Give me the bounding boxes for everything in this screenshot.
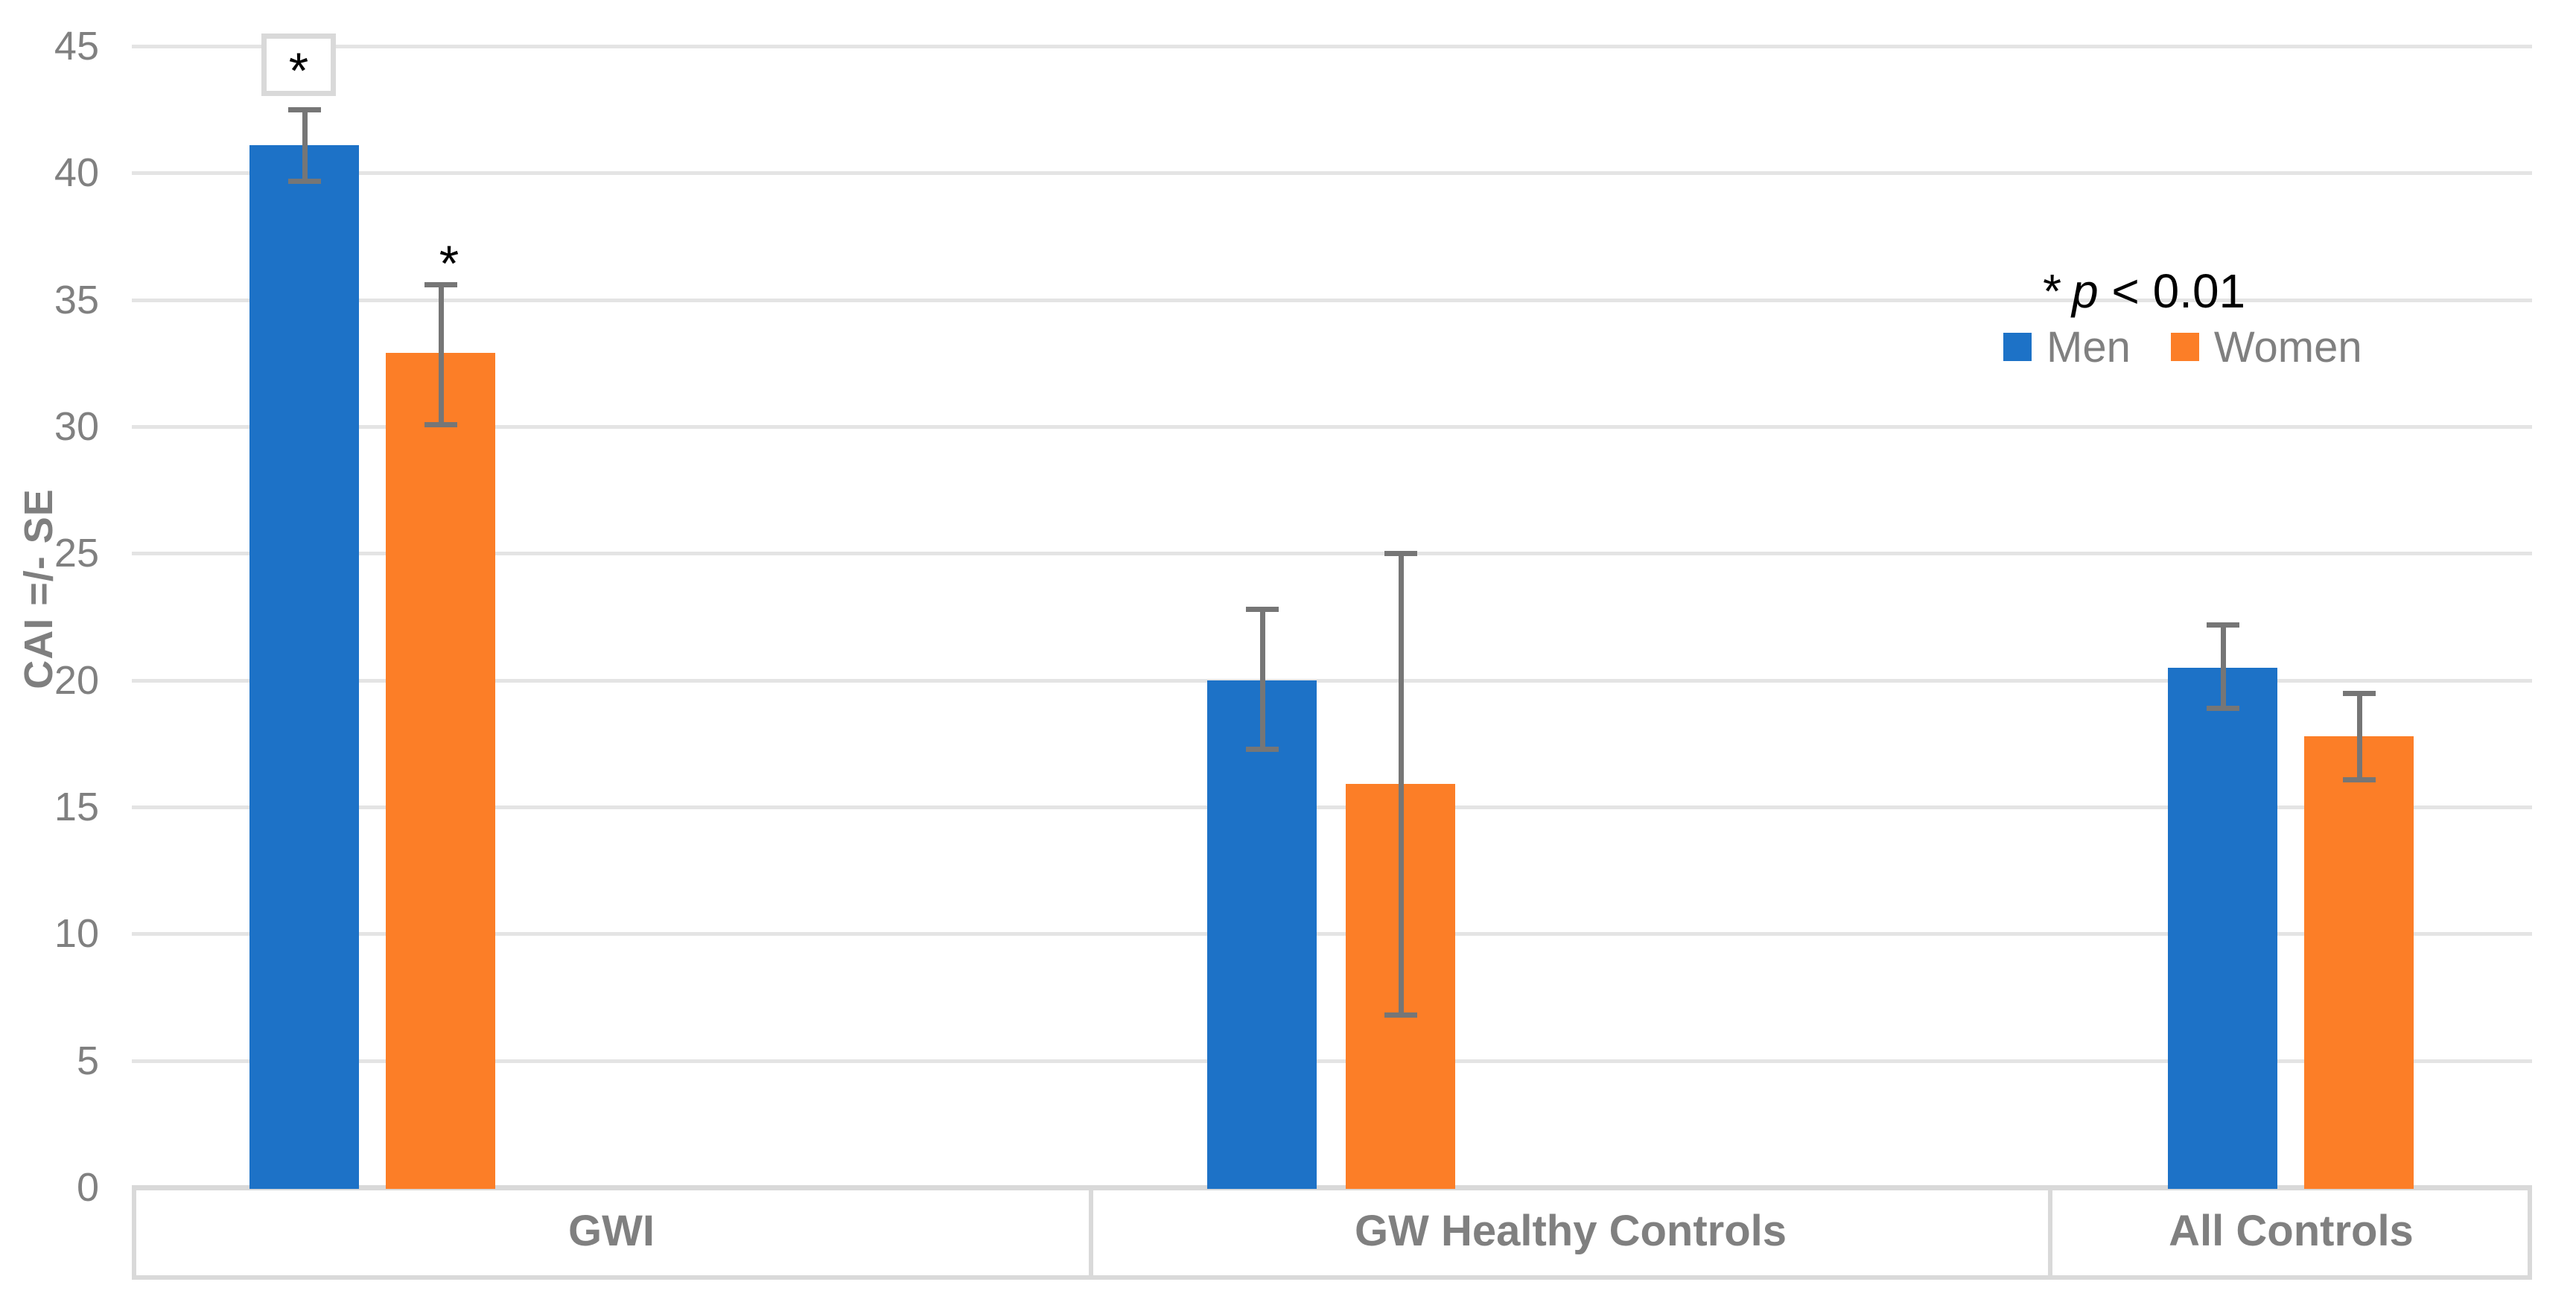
category-axis-band [132,1187,2532,1280]
legend-item-men: Men [2003,322,2131,372]
y-tick-label: 10 [54,911,99,956]
category-label-gwi: GWI [568,1207,655,1255]
men-series-swatch [2003,333,2032,361]
bar-men-all-controls [2168,668,2277,1189]
error-bar-cap [424,282,457,287]
significance-star: * [2043,264,2062,318]
error-bar-cap [2207,706,2239,711]
error-bar-cap [1384,1012,1417,1018]
error-bar-cap [2207,622,2239,628]
error-bar-cap [2343,691,2376,696]
y-tick-label: 5 [76,1039,99,1083]
category-divider [1089,1187,1093,1280]
y-tick-label: 0 [76,1165,99,1210]
significance-note: * p < 0.01 [1990,208,2245,374]
y-gridline [132,1059,2532,1063]
error-bar-line [2221,625,2226,708]
y-tick-label: 40 [54,150,99,195]
significance-variable: p [2072,264,2099,318]
error-bar-cap [288,179,321,184]
y-tick-label: 35 [54,278,99,322]
y-tick-label: 25 [54,531,99,575]
error-bar-cap [424,422,457,427]
legend: Men Women [2003,322,2362,372]
significance-asterisk: * [439,235,459,292]
error-bar-cap [1246,607,1279,612]
error-bar-line [2357,693,2362,779]
significance-box [261,34,336,96]
bar-men-gw-healthy-controls [1207,680,1317,1189]
error-bar-line [1260,609,1265,749]
legend-item-women: Women [2170,322,2362,372]
y-tick-label: 20 [54,658,99,703]
y-gridline [132,171,2532,175]
error-bar-cap [1246,747,1279,752]
legend-label-women: Women [2213,322,2362,371]
significance-asterisk: * [288,42,309,99]
y-tick-label: 15 [54,785,99,829]
x-axis-line [132,1185,2532,1190]
error-bar-line [302,109,308,181]
bar-women-gwi [386,353,495,1189]
category-label-all-controls: All Controls [2169,1207,2414,1255]
y-gridline [132,932,2532,936]
legend-label-men: Men [2047,322,2131,371]
y-gridline [132,552,2532,555]
bar-women-all-controls [2304,736,2414,1189]
y-tick-label: 30 [54,404,99,449]
error-bar-cap [1384,551,1417,556]
category-label-gw-healthy-controls: GW Healthy Controls [1354,1207,1787,1255]
error-bar-line [439,284,444,424]
error-bar-line [1399,553,1404,1015]
bar-men-gwi [249,145,359,1189]
error-bar-cap [288,107,321,112]
y-gridline [132,805,2532,809]
y-gridline [132,45,2532,48]
y-gridline [132,299,2532,302]
y-gridline [132,425,2532,429]
women-series-swatch [2170,333,2199,361]
category-divider [2048,1187,2052,1280]
significance-comparison: < 0.01 [2098,264,2246,318]
y-gridline [132,679,2532,683]
y-tick-label: 45 [54,24,99,68]
error-bar-cap [2343,777,2376,782]
